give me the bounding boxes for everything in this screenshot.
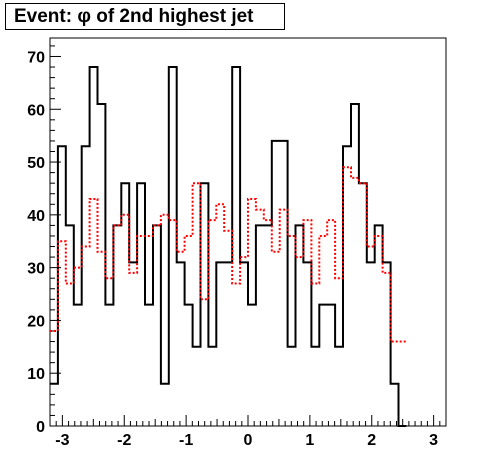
series-group (50, 66, 407, 427)
y-tick-label: 30 (27, 261, 45, 278)
x-tick-label: -1 (179, 432, 193, 449)
y-tick-label: 70 (27, 49, 45, 66)
histogram-series-0 (50, 66, 407, 427)
x-tick-label: -2 (117, 432, 131, 449)
y-tick-label: 50 (27, 155, 45, 172)
y-tick-label: 40 (27, 208, 45, 225)
y-tick-label: 0 (36, 419, 45, 436)
y-tick-label: 10 (27, 366, 45, 383)
x-tick-label: -3 (55, 432, 69, 449)
y-tick-label: 60 (27, 102, 45, 119)
histogram-series-1 (50, 166, 407, 343)
y-tick-label: 20 (27, 313, 45, 330)
chart-title: Event: φ of 2nd highest jet (5, 3, 285, 30)
x-tick-label: 1 (305, 432, 314, 449)
x-tick-label: 3 (429, 432, 438, 449)
x-tick-label: 0 (244, 432, 253, 449)
x-tick-label: 2 (367, 432, 376, 449)
